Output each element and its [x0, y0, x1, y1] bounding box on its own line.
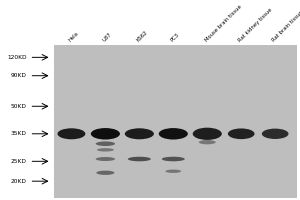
- Text: Hela: Hela: [68, 31, 80, 43]
- Text: 120KD: 120KD: [7, 55, 26, 60]
- Ellipse shape: [162, 157, 185, 161]
- Ellipse shape: [58, 128, 86, 139]
- Ellipse shape: [228, 128, 255, 139]
- Text: Rat brain tissue: Rat brain tissue: [272, 10, 300, 43]
- Ellipse shape: [165, 170, 181, 173]
- Ellipse shape: [193, 128, 222, 140]
- Text: 20KD: 20KD: [11, 179, 26, 184]
- Text: 90KD: 90KD: [11, 73, 26, 78]
- Text: 25KD: 25KD: [11, 159, 26, 164]
- Text: PC3: PC3: [170, 33, 180, 43]
- Text: Mouse brain tissue: Mouse brain tissue: [204, 4, 242, 43]
- Ellipse shape: [97, 148, 114, 152]
- Text: KS62: KS62: [136, 30, 149, 43]
- Text: U87: U87: [102, 32, 113, 43]
- Ellipse shape: [96, 157, 115, 161]
- Text: Rat kidney tissue: Rat kidney tissue: [238, 7, 274, 43]
- Ellipse shape: [262, 129, 289, 139]
- Bar: [55, 45, 297, 198]
- Ellipse shape: [96, 141, 115, 146]
- Ellipse shape: [125, 128, 154, 139]
- Ellipse shape: [159, 128, 188, 140]
- Ellipse shape: [128, 157, 151, 161]
- Text: 50KD: 50KD: [11, 104, 26, 109]
- Ellipse shape: [91, 128, 120, 140]
- Text: 35KD: 35KD: [11, 131, 26, 136]
- Ellipse shape: [199, 140, 216, 144]
- Ellipse shape: [96, 171, 115, 175]
